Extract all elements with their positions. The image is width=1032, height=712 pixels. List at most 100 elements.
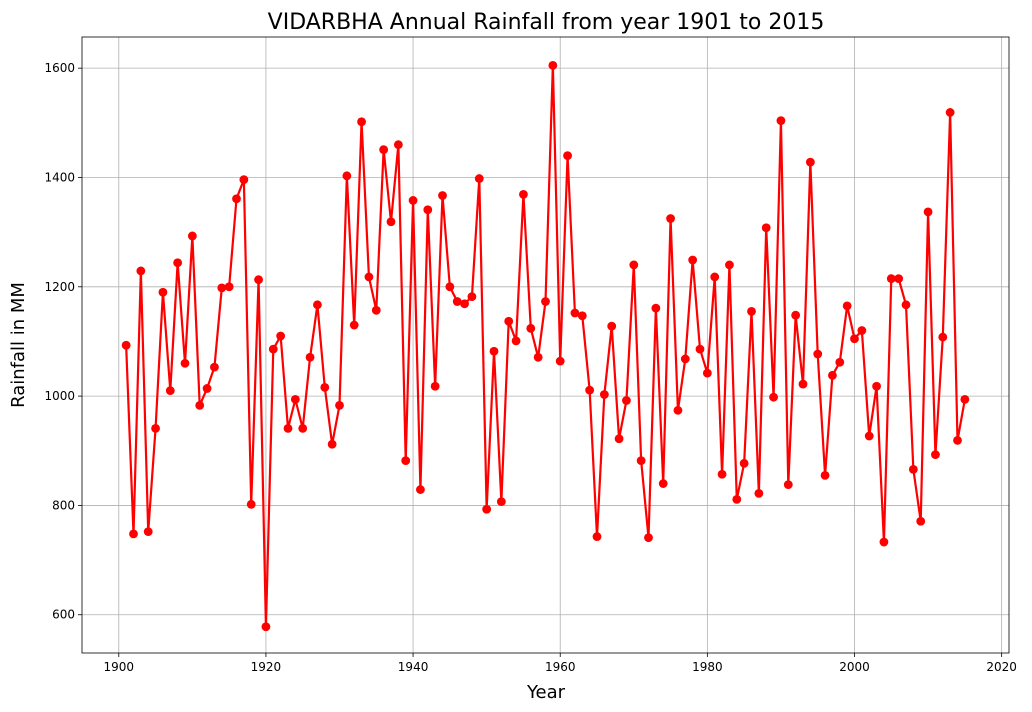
- data-point: [158, 287, 168, 297]
- data-point: [901, 300, 911, 310]
- data-point: [452, 297, 462, 306]
- data-point: [872, 381, 881, 391]
- data-point: [541, 297, 550, 306]
- data-point: [688, 255, 698, 265]
- data-point: [129, 529, 138, 539]
- data-point: [599, 390, 609, 399]
- data-point: [430, 381, 440, 391]
- y-axis-title: Rainfall in MM: [8, 282, 29, 408]
- plot-frame: [81, 36, 1010, 654]
- data-point: [298, 423, 308, 433]
- data-point: [886, 274, 896, 283]
- data-point: [666, 214, 675, 223]
- data-point: [563, 151, 572, 161]
- data-point: [813, 349, 823, 359]
- data-point: [268, 344, 278, 354]
- data-point: [519, 190, 528, 199]
- data-point: [908, 464, 918, 474]
- grid: [82, 37, 1009, 653]
- data-point: [246, 499, 256, 509]
- x-tick-label: 1920: [251, 660, 282, 674]
- data-point: [349, 320, 359, 330]
- data-point: [622, 396, 631, 405]
- data-point: [680, 354, 690, 364]
- data-point: [386, 217, 396, 227]
- data-point: [261, 622, 271, 632]
- data-point: [791, 310, 801, 320]
- data-point: [276, 331, 286, 341]
- data-point: [320, 382, 330, 392]
- data-point: [393, 140, 403, 150]
- y-tick-label: 1000: [44, 389, 75, 403]
- data-point: [173, 258, 183, 268]
- data-point: [143, 527, 153, 537]
- data-point: [195, 400, 205, 410]
- data-point: [607, 321, 617, 331]
- y-tick-label: 1200: [44, 280, 75, 294]
- data-point: [673, 405, 683, 415]
- data-point: [401, 456, 411, 466]
- data-point: [438, 191, 447, 200]
- axis-ticks: 1900 1920 1940 1960 1980 2000 2020 600 800 1000 12…: [44, 61, 1016, 674]
- data-point: [850, 334, 859, 344]
- data-point: [629, 260, 639, 270]
- y-tick-label: 800: [52, 498, 75, 512]
- x-tick-label: 2000: [839, 660, 870, 674]
- y-tick-label: 600: [52, 608, 75, 622]
- data-point: [835, 357, 845, 367]
- data-point: [511, 336, 521, 346]
- data-point: [916, 516, 926, 526]
- data-point: [379, 145, 389, 154]
- data-point: [769, 392, 778, 402]
- data-point: [533, 352, 543, 362]
- data-point: [423, 205, 433, 215]
- data-point: [526, 323, 536, 333]
- data-point: [644, 533, 653, 543]
- data-point: [953, 435, 962, 445]
- data-point: [217, 283, 227, 293]
- data-point: [592, 532, 602, 541]
- data-point: [187, 231, 197, 241]
- data-point: [224, 282, 234, 292]
- data-point: [938, 332, 948, 342]
- data-point: [879, 537, 889, 547]
- data-point: [842, 301, 852, 311]
- x-tick-label: 1940: [398, 660, 429, 674]
- data-point: [548, 61, 558, 70]
- data-point: [857, 326, 867, 335]
- data-point: [710, 272, 720, 282]
- data-point: [923, 207, 933, 217]
- data-point: [290, 394, 300, 404]
- x-axis-title: Year: [526, 682, 566, 703]
- x-tick-label: 1900: [104, 660, 135, 674]
- data-point: [496, 497, 506, 506]
- data-point: [474, 174, 484, 183]
- data-point: [180, 358, 190, 368]
- data-point: [636, 456, 646, 466]
- data-point: [651, 303, 661, 313]
- data-point: [864, 431, 874, 441]
- data-point: [805, 157, 815, 167]
- data-point: [489, 346, 499, 356]
- data-point: [467, 292, 477, 302]
- data-point: [283, 423, 293, 433]
- data-point: [960, 394, 970, 404]
- data-point: [165, 386, 175, 396]
- data-point: [482, 504, 492, 514]
- chart-title: VIDARBHA Annual Rainfall from year 1901 …: [268, 10, 825, 35]
- data-point: [739, 458, 749, 468]
- x-tick-label: 1980: [692, 660, 723, 674]
- data-point: [371, 305, 381, 315]
- data-point: [798, 379, 808, 389]
- data-point: [335, 400, 344, 410]
- data-point: [151, 423, 160, 433]
- data-point: [357, 117, 366, 127]
- data-point: [577, 311, 587, 321]
- data-point: [210, 362, 219, 372]
- data-point: [460, 299, 469, 309]
- data-point: [725, 260, 734, 270]
- data-point: [364, 272, 374, 282]
- data-point: [585, 385, 595, 395]
- data-point: [232, 194, 241, 204]
